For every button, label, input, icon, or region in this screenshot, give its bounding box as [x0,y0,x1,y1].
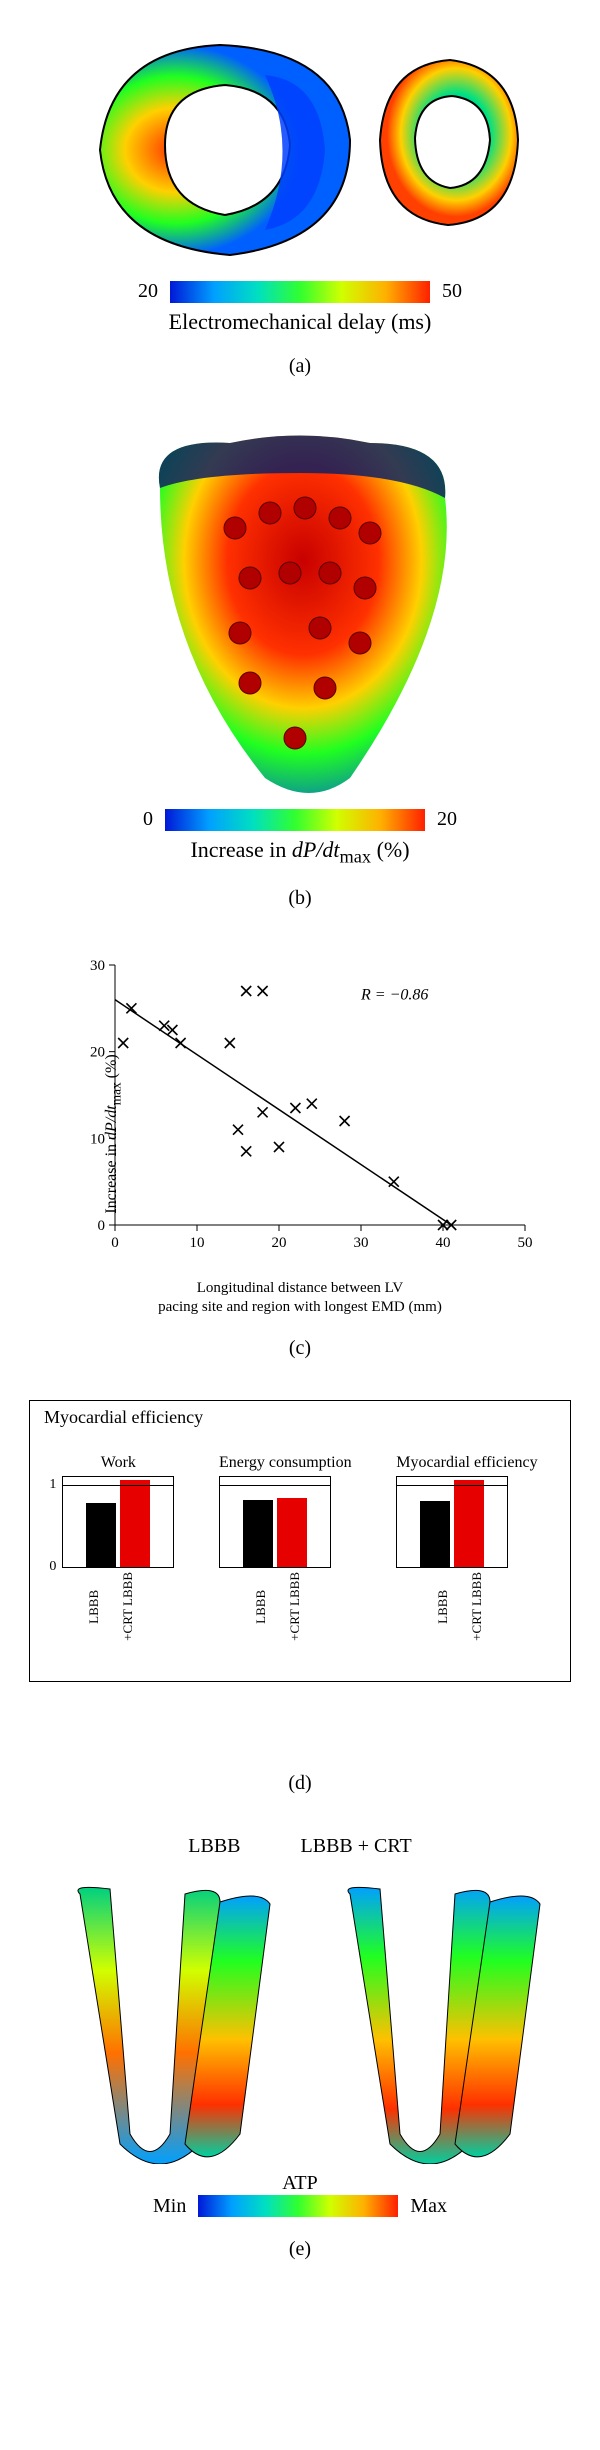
panel-e: LBBB LBBB + CRT ATP Min [10,1835,590,2261]
svg-text:30: 30 [354,1235,369,1251]
panel-a-label: (a) [10,355,590,378]
eff-bar [86,1503,116,1567]
colorbar-min: Min [153,2195,186,2218]
panel-b-colorbar-row: 0 20 [10,808,590,831]
colorbar-icon [165,809,425,831]
eff-group-label: Myocardial efficiency [396,1434,537,1472]
y-axis-label: Increase in dP/dtmax (%) [103,1054,124,1213]
panel-b-label: (b) [10,887,590,910]
eff-bar [277,1498,307,1567]
panel-b-caption: Increase in dP/dtmax (%) [10,837,590,867]
colorbar-max: 20 [437,808,457,831]
panel-e-colorbar-row: Min Max [10,2195,590,2218]
svg-text:40: 40 [436,1235,451,1251]
eff-bar-label: +CRT LBBB [120,1572,150,1641]
panel-a-caption: Electromechanical delay (ms) [10,309,590,335]
colorbar-icon [170,281,430,303]
svg-text:0: 0 [98,1218,106,1234]
eff-bar-label: +CRT LBBB [287,1572,317,1641]
eff-bar-label: LBBB [253,1572,283,1641]
eff-group-label: Energy consumption [219,1434,352,1472]
panel-a: 20 50 Electromechanical delay (ms) (a) [10,20,590,378]
eff-bar-label: LBBB [435,1572,465,1641]
panel-b-heart [120,418,480,808]
eff-group: Work 10 LBBB+CRT LBBB [62,1434,174,1641]
eff-group: Myocardial efficiency LBBB+CRT LBBB [396,1434,537,1641]
eff-bar [454,1480,484,1567]
eff-bar-label: LBBB [86,1572,116,1641]
panel-d: Myocardial efficiency Work10LBBB+CRT LBB… [10,1400,590,1795]
x-axis-label: Longitudinal distance between LVpacing s… [60,1279,540,1317]
eff-barbox [396,1476,508,1568]
svg-text:R = −0.86: R = −0.86 [360,987,428,1004]
panel-a-heart-slices [70,20,530,280]
eff-bar [420,1501,450,1566]
colorbar-min: 0 [143,808,153,831]
svg-text:0: 0 [111,1235,119,1251]
panel-b: 0 20 Increase in dP/dtmax (%) (b) [10,418,590,910]
panel-c-label: (c) [10,1337,590,1360]
eff-barbox: 10 [62,1476,174,1568]
panel-a-colorbar-row: 20 50 [10,280,590,303]
eff-group-label: Work [62,1434,174,1472]
colorbar-min: 20 [138,280,158,303]
colorbar-max: Max [410,2195,447,2218]
svg-text:10: 10 [190,1235,205,1251]
panel-e-right-title: LBBB + CRT [301,1835,412,1858]
efficiency-box: Myocardial efficiency Work10LBBB+CRT LBB… [29,1400,571,1682]
colorbar-max: 50 [442,280,462,303]
eff-bar [120,1480,150,1567]
panel-c: Increase in dP/dtmax (%) 010203040500102… [10,950,590,1360]
panel-e-slices [40,1864,560,2164]
svg-text:50: 50 [518,1235,533,1251]
eff-barbox [219,1476,331,1568]
panel-e-label: (e) [10,2238,590,2261]
eff-title: Myocardial efficiency [40,1407,560,1428]
eff-group: Energy consumption LBBB+CRT LBBB [219,1434,352,1641]
eff-bar-label: +CRT LBBB [469,1572,499,1641]
eff-bar [243,1500,273,1567]
svg-text:20: 20 [272,1235,287,1251]
scatter-plot: 010203040500102030R = −0.86 [60,950,540,1270]
panel-e-mid-label: ATP [10,2172,590,2195]
panel-d-label: (d) [10,1772,590,1795]
panel-e-left-title: LBBB [188,1835,240,1858]
svg-text:30: 30 [90,958,105,974]
colorbar-icon [198,2195,398,2217]
